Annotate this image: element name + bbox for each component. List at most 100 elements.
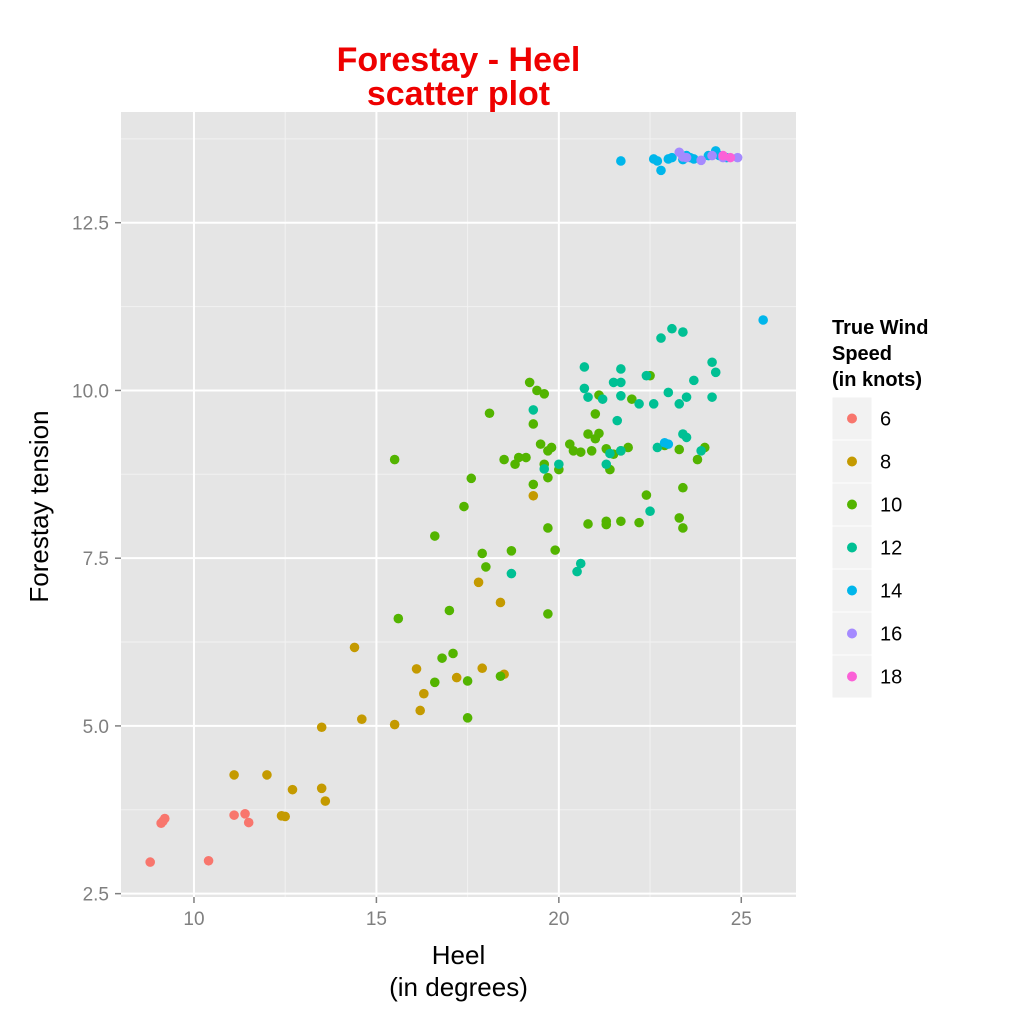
data-point-12 [597,394,608,404]
x-axis-title: Heel(in degrees) [389,940,528,1002]
data-point-10 [484,408,495,419]
data-point-12 [696,446,706,456]
legend-key-point [847,671,857,682]
x-tick-label: 10 [183,909,204,930]
data-point-8 [316,783,327,794]
data-point-16 [732,152,743,163]
data-point-10 [674,444,685,455]
data-point-8 [316,722,327,733]
data-point-10 [641,490,652,500]
data-point-10 [448,648,458,659]
data-point-14 [758,315,768,325]
data-point-10 [481,562,491,572]
data-point-10 [678,482,688,493]
data-point-10 [601,519,612,530]
data-point-10 [477,548,488,559]
data-point-12 [579,383,590,394]
data-point-10 [393,613,404,624]
data-point-12 [674,399,685,409]
data-point-10 [623,442,633,453]
data-point-16 [681,152,692,163]
data-point-10 [521,452,531,463]
data-point-6 [158,816,168,826]
data-point-10 [550,545,560,555]
data-point-10 [616,516,626,527]
data-point-12 [689,375,699,386]
data-point-10 [543,609,553,619]
data-point-12 [710,367,721,378]
data-point-12 [579,362,590,372]
y-axis-title: Forestay tension [24,410,54,602]
legend-key-point [847,456,857,467]
data-point-8 [419,688,429,699]
major-gridlines [121,112,796,897]
data-point-12 [575,558,586,569]
legend-key-point [847,628,857,639]
data-point-10 [543,523,553,533]
y-tick-label: 12.5 [72,214,109,235]
data-point-10 [543,472,553,483]
data-point-8 [287,784,298,795]
data-point-8 [389,719,400,730]
data-point-6 [243,817,254,828]
data-point-10 [583,429,593,439]
x-axis: 10 15 20 25 [183,897,752,930]
chart-title-line: Forestay - Heel [337,41,581,79]
data-point-10 [462,676,473,686]
y-tick-label: 5.0 [83,717,109,738]
data-point-8 [477,663,488,674]
data-point-12 [554,459,564,470]
data-point-14 [689,154,699,164]
legend-key-point [847,499,857,510]
data-point-10 [389,454,400,465]
data-point-10 [429,531,440,541]
data-point-10 [528,479,539,490]
data-point-12 [506,568,517,579]
data-point-10 [674,513,685,523]
data-point-18 [725,152,736,163]
data-point-8 [528,490,539,501]
data-point-12 [707,392,717,402]
data-points [145,146,768,867]
data-point-12 [528,405,539,415]
data-point-10 [528,419,539,429]
chart-title-line: scatter plot [367,75,550,113]
data-point-10 [444,605,455,616]
data-point-12 [601,459,612,470]
legend-label: 14 [880,581,902,603]
legend-key-point [847,542,857,553]
data-point-10 [495,671,506,682]
data-point-10 [524,377,535,388]
data-point-10 [594,428,604,439]
legend-label: 16 [880,624,902,646]
y-tick-label: 7.5 [83,549,109,570]
data-point-8 [451,672,462,683]
data-point-8 [411,664,422,674]
data-point-14 [656,165,666,176]
data-point-12 [616,391,626,401]
data-point-12 [663,387,674,398]
data-point-8 [349,642,360,653]
data-point-10 [535,439,546,449]
data-point-12 [645,506,655,517]
data-point-18 [718,150,728,161]
data-point-14 [663,439,674,449]
legend-title-line: True Wind [832,317,928,339]
legend: True Wind Speed (in knots) 6 8 10 12 14 16 18 [831,317,928,699]
y-tick-label: 2.5 [83,885,109,906]
data-point-10 [678,523,688,533]
data-point-6 [229,810,239,820]
data-point-10 [429,677,440,688]
legend-title-line: (in knots) [832,369,922,391]
y-axis: 2.5 5.0 7.5 10.0 12.5 [72,214,121,906]
data-point-6 [145,857,155,867]
x-axis-title-line: (in degrees) [389,972,528,1002]
minor-gridlines [121,112,796,897]
y-tick-label: 10.0 [72,381,109,402]
data-point-12 [616,446,626,456]
data-point-12 [681,432,692,443]
data-point-8 [229,770,239,780]
x-axis-title-line: Heel [432,940,485,970]
data-point-6 [203,855,214,866]
